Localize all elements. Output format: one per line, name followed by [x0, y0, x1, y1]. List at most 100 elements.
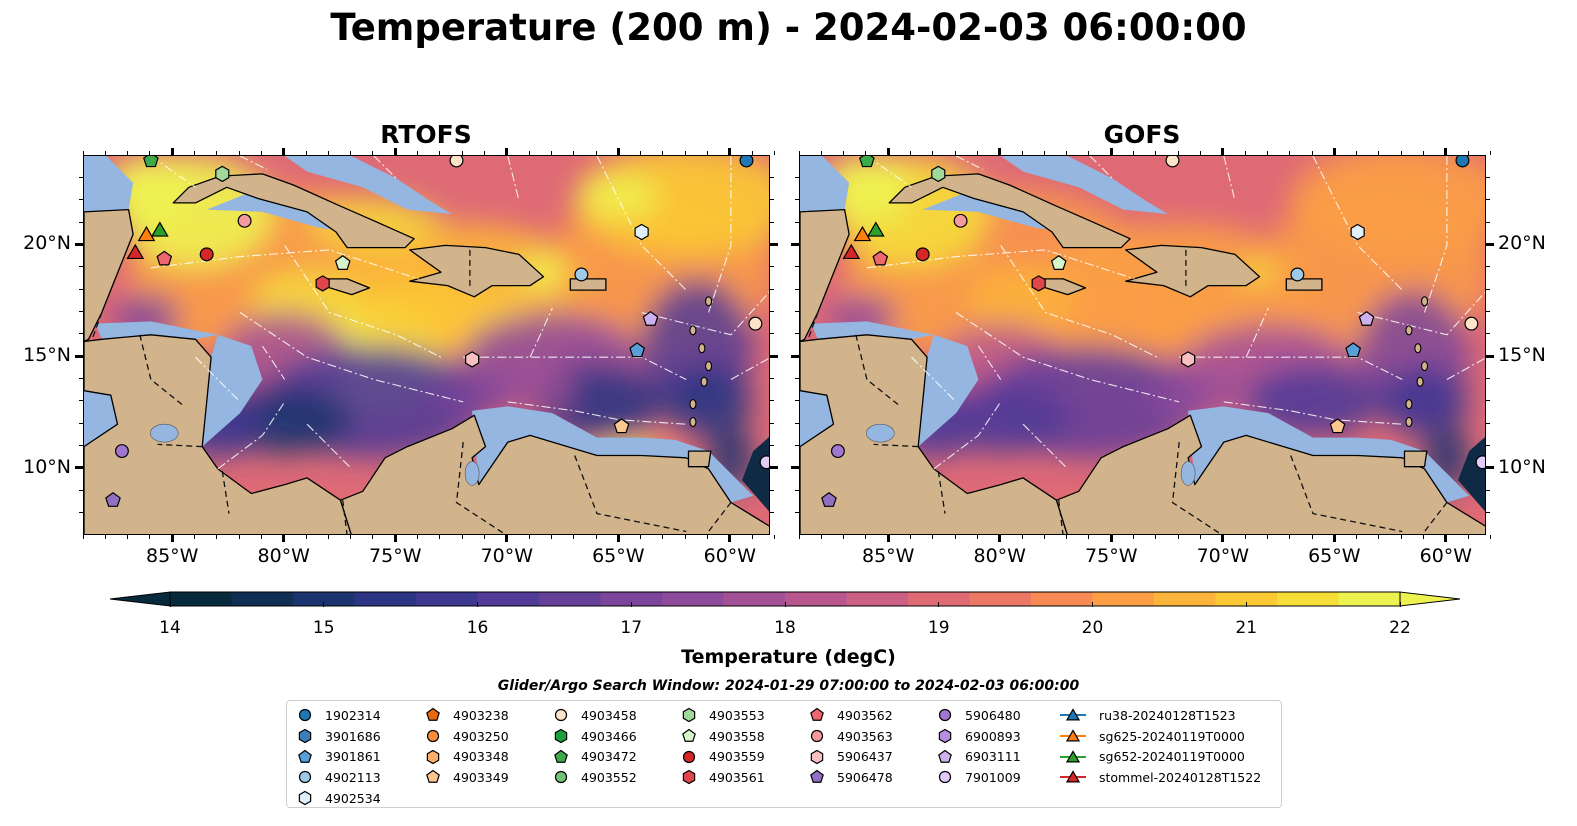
minor-tick	[795, 378, 799, 380]
legend-label: 5906437	[837, 749, 893, 765]
minor-tick	[954, 535, 956, 539]
minor-tick	[550, 151, 552, 155]
minor-tick	[573, 151, 575, 155]
minor-tick	[1445, 535, 1447, 539]
legend-item: sg652-20240119T0000	[1059, 746, 1261, 767]
minor-tick	[483, 151, 485, 155]
minor-tick	[1486, 467, 1490, 469]
legend-marker	[554, 749, 568, 763]
antilles-island	[700, 376, 708, 387]
legend-label: 6903111	[965, 749, 1021, 765]
legend-label: 4903553	[709, 707, 765, 723]
argo-float-icon	[810, 749, 824, 764]
glider-track-icon	[1060, 749, 1086, 763]
colorbar-tick-label: 18	[774, 618, 796, 638]
legend-label: 4903559	[709, 749, 765, 765]
minor-tick	[795, 512, 799, 514]
minor-tick	[506, 535, 508, 539]
minor-tick	[238, 535, 240, 539]
legend-marker	[682, 728, 696, 742]
minor-tick	[1486, 266, 1490, 268]
platform-4902113	[574, 267, 589, 282]
legend-item: 5906437	[809, 746, 893, 767]
antilles-island	[1420, 296, 1429, 307]
minor-tick	[662, 535, 664, 539]
minor-tick	[932, 151, 934, 155]
eez-boundary	[1022, 423, 1069, 470]
lon-tick-label: 75°W	[369, 545, 422, 567]
platform-7901009	[759, 455, 769, 470]
minor-tick	[770, 400, 774, 402]
minor-tick	[773, 535, 775, 539]
minor-tick	[1311, 535, 1313, 539]
minor-tick	[795, 422, 799, 424]
eez-boundary	[707, 156, 732, 313]
legend-item: 5906478	[809, 767, 893, 788]
platform-stommel-20240128T1522	[842, 243, 861, 260]
lat-tick-label: 20°N	[23, 232, 71, 255]
minor-tick	[1177, 151, 1179, 155]
country-border	[937, 471, 946, 514]
minor-tick	[79, 422, 83, 424]
colorbar-swatch	[846, 592, 909, 606]
legend-marker	[554, 709, 568, 722]
minor-tick	[327, 535, 329, 539]
minor-tick	[770, 445, 774, 447]
lake-nicaragua	[149, 423, 179, 443]
colorbar-swatch	[539, 592, 601, 606]
colorbar-extend-max	[1399, 591, 1460, 607]
platform-6903111	[1358, 310, 1375, 326]
minor-tick	[1021, 151, 1023, 155]
minor-tick	[1400, 535, 1402, 539]
platform-4903559	[915, 247, 930, 262]
eez-boundary	[955, 156, 984, 170]
minor-tick	[1445, 151, 1447, 155]
colorbar-swatch	[969, 592, 1032, 606]
antilles-island	[1405, 325, 1413, 336]
colorbar-tick-label: 17	[620, 618, 643, 638]
legend-marker	[682, 708, 696, 723]
colorbar-tick-mark	[169, 602, 171, 607]
antilles-island	[1405, 399, 1413, 410]
eez-boundary	[507, 156, 520, 201]
legend-label: 4903466	[581, 728, 637, 744]
rtofs-map	[83, 155, 770, 535]
minor-tick	[79, 400, 83, 402]
legend-marker	[810, 749, 824, 764]
legend-column: 4903238 4903250 4903348 4903349	[425, 705, 509, 788]
country-border	[1423, 502, 1448, 532]
minor-tick	[1266, 535, 1268, 539]
legend-item: 3901861	[297, 746, 381, 767]
minor-tick	[171, 151, 173, 155]
tick-mark	[770, 354, 778, 358]
legend-marker	[298, 749, 312, 763]
minor-tick	[617, 151, 619, 155]
platform-4902534	[1350, 223, 1365, 241]
minor-tick	[795, 310, 799, 312]
minor-tick	[640, 535, 642, 539]
legend-item: 4903563	[809, 726, 893, 747]
eez-boundary	[261, 345, 286, 380]
minor-tick	[550, 535, 552, 539]
minor-tick	[1378, 535, 1380, 539]
minor-tick	[1110, 535, 1112, 539]
minor-tick	[1486, 445, 1490, 447]
minor-tick	[770, 176, 774, 178]
minor-tick	[194, 151, 196, 155]
minor-tick	[1222, 535, 1224, 539]
eez-boundary	[284, 245, 442, 358]
legend-item: 3901686	[297, 726, 381, 747]
country-border	[855, 334, 901, 407]
eez-boundary	[866, 249, 1135, 280]
legend-marker	[1065, 749, 1081, 763]
country-border	[574, 455, 687, 533]
minor-tick	[595, 151, 597, 155]
gofs-map	[799, 155, 1486, 535]
minor-tick	[1423, 535, 1425, 539]
eez-boundary	[150, 249, 419, 280]
minor-tick	[1486, 333, 1490, 335]
legend-label: stommel-20240128T1522	[1099, 769, 1262, 785]
argo-float-icon	[298, 709, 312, 722]
atlantic-deep-water	[742, 437, 769, 512]
minor-tick	[795, 288, 799, 290]
